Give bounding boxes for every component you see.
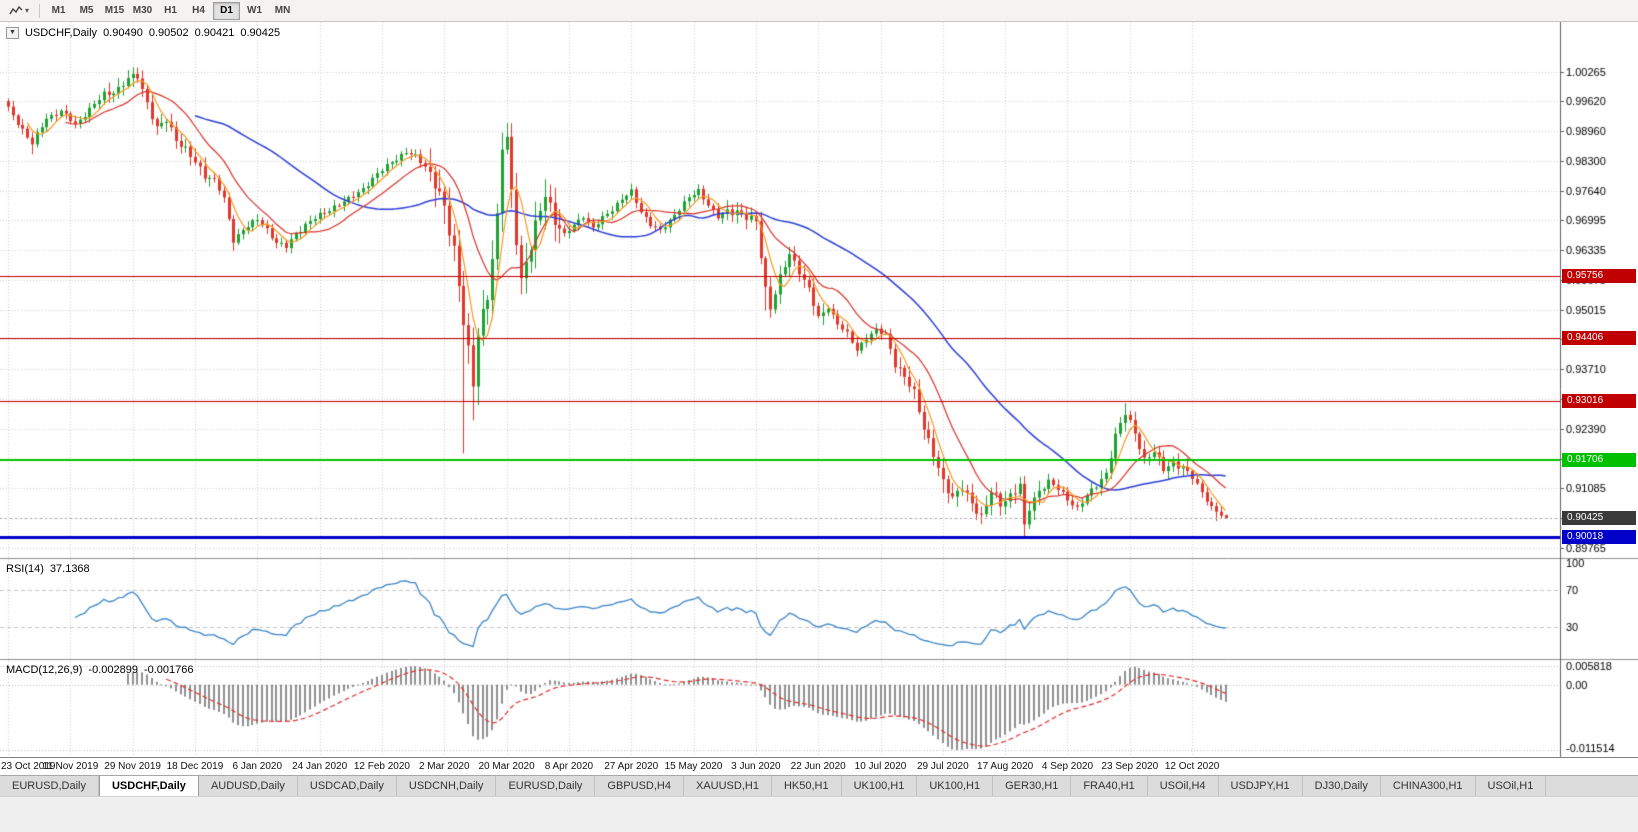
rsi-label: RSI(14) 37.1368: [6, 563, 90, 575]
chart-line-icon: [9, 5, 23, 14]
macd-signal-value: -0.001766: [143, 664, 194, 676]
hline-price-tag[interactable]: 0.90018: [1562, 529, 1636, 544]
macd-label: MACD(12,26,9) -0.002899 -0.001766: [6, 664, 194, 676]
chart-tab-6-gbpusd-h4[interactable]: GBPUSD,H4: [595, 776, 684, 796]
ohlc-close: 0.90425: [240, 27, 281, 39]
macd-name: MACD(12,26,9): [6, 664, 83, 676]
toolbar-separator: [39, 3, 41, 18]
chart-tab-17-usoil-h1[interactable]: USOil,H1: [1475, 776, 1547, 796]
date-axis-label: 6 Jan 2020: [232, 761, 283, 772]
date-axis-label: 24 Jan 2020: [292, 761, 348, 772]
chart-tab-13-usoil-h4[interactable]: USOil,H4: [1147, 776, 1219, 796]
chart-title: ▼ USDCHF,Daily 0.90490 0.90502 0.90421 0…: [6, 27, 280, 39]
current-price-tag: 0.90425: [1562, 511, 1636, 526]
timeframe-w1-button[interactable]: W1: [241, 2, 268, 20]
hline-price-tag[interactable]: 0.93016: [1562, 393, 1636, 408]
macd-main-value: -0.002899: [88, 664, 138, 676]
date-axis-label: 15 May 2020: [664, 761, 723, 772]
ohlc-high: 0.90502: [148, 27, 189, 39]
timeframe-m15-button[interactable]: M15: [101, 2, 128, 20]
chart-symbol: USDCHF,Daily: [24, 27, 98, 39]
timeframe-m30-button[interactable]: M30: [129, 2, 156, 20]
chart-tab-10-uk100-h1[interactable]: UK100,H1: [917, 776, 994, 796]
chart-tab-0-eurusd-daily[interactable]: EURUSD,Daily: [0, 776, 99, 796]
chart-tab-5-eurusd-daily[interactable]: EURUSD,Daily: [496, 776, 596, 796]
chart-menu-icon[interactable]: ▼: [6, 27, 19, 39]
date-axis-label: 29 Jul 2020: [916, 761, 969, 772]
timeframe-m1-button[interactable]: M1: [45, 2, 72, 20]
chart-type-button[interactable]: ▾: [4, 2, 34, 20]
date-axis-label: 29 Nov 2019: [104, 761, 161, 772]
date-axis-label: 27 Apr 2020: [604, 761, 659, 772]
date-axis-label: 17 Aug 2020: [977, 761, 1034, 772]
date-axis-label: 20 Mar 2020: [478, 761, 535, 772]
date-axis-label: 23 Oct 2019: [1, 761, 56, 772]
timeframe-h1-button[interactable]: H1: [157, 2, 184, 20]
date-axis-label: 2 Mar 2020: [418, 761, 470, 772]
timeframe-buttons: M1 M5 M15 M30 H1 H4 D1 W1 MN: [45, 1, 296, 20]
rsi-value: 37.1368: [49, 563, 90, 575]
rsi-name: RSI(14): [6, 563, 44, 575]
ohlc-open: 0.90490: [103, 27, 143, 39]
chart-tab-7-xauusd-h1[interactable]: XAUUSD,H1: [683, 776, 772, 796]
chart-tab-12-fra40-h1[interactable]: FRA40,H1: [1071, 776, 1148, 796]
timeframe-d1-button[interactable]: D1: [213, 1, 241, 20]
status-strip: [0, 796, 1638, 832]
chart-tab-2-audusd-daily[interactable]: AUDUSD,Daily: [198, 776, 298, 796]
hline-price-tag[interactable]: 0.91706: [1562, 453, 1636, 467]
chart-tabs: EURUSD,Daily USDCHF,Daily AUDUSD,Daily USDC…: [0, 775, 1638, 796]
date-axis-label: 3 Jun 2020: [731, 761, 781, 772]
date-axis-label: 11 Nov 2019: [42, 761, 99, 772]
hline-price-tag[interactable]: 0.95756: [1562, 269, 1636, 284]
date-axis[interactable]: 23 Oct 2019 11 Nov 2019 29 Nov 2019 18 Dec …: [0, 757, 1638, 775]
chart-tab-1-usdchf-daily[interactable]: USDCHF,Daily: [98, 776, 199, 796]
dropdown-caret-icon: ▾: [25, 5, 30, 15]
date-axis-label: 18 Dec 2019: [166, 761, 224, 772]
chart-area: ▼ USDCHF,Daily 0.90490 0.90502 0.90421 0…: [0, 22, 1638, 757]
chart-tab-3-usdcad-daily[interactable]: USDCAD,Daily: [297, 776, 397, 796]
timeframe-toolbar: ▾ M1 M5 M15 M30 H1 H4 D1 W1 MN: [0, 0, 1638, 22]
chart-tab-11-ger30-h1[interactable]: GER30,H1: [993, 776, 1072, 796]
price-chart-canvas[interactable]: [0, 22, 1638, 757]
chart-tab-9-uk100-h1[interactable]: UK100,H1: [841, 776, 918, 796]
hline-price-tag[interactable]: 0.94406: [1562, 330, 1636, 345]
chart-tab-8-hk50-h1[interactable]: HK50,H1: [771, 776, 842, 796]
chart-tab-4-usdcnh-daily[interactable]: USDCNH,Daily: [396, 776, 497, 796]
ohlc-low: 0.90421: [194, 27, 235, 39]
date-axis-label: 8 Apr 2020: [544, 761, 594, 772]
date-axis-label: 12 Feb 2020: [353, 761, 411, 772]
date-axis-label: 12 Oct 2020: [1164, 761, 1220, 772]
timeframe-m5-button[interactable]: M5: [73, 2, 100, 20]
timeframe-h4-button[interactable]: H4: [185, 2, 212, 20]
date-axis-label: 4 Sep 2020: [1041, 761, 1094, 772]
chart-tab-16-china300-h1[interactable]: CHINA300,H1: [1380, 776, 1476, 796]
date-axis-label: 22 Jun 2020: [790, 761, 846, 772]
chart-tab-14-usdjpy-h1[interactable]: USDJPY,H1: [1218, 776, 1303, 796]
date-axis-label: 10 Jul 2020: [854, 761, 907, 772]
chart-tab-15-dj30-daily[interactable]: DJ30,Daily: [1302, 776, 1381, 796]
timeframe-mn-button[interactable]: MN: [269, 2, 296, 20]
date-axis-label: 23 Sep 2020: [1101, 761, 1159, 772]
